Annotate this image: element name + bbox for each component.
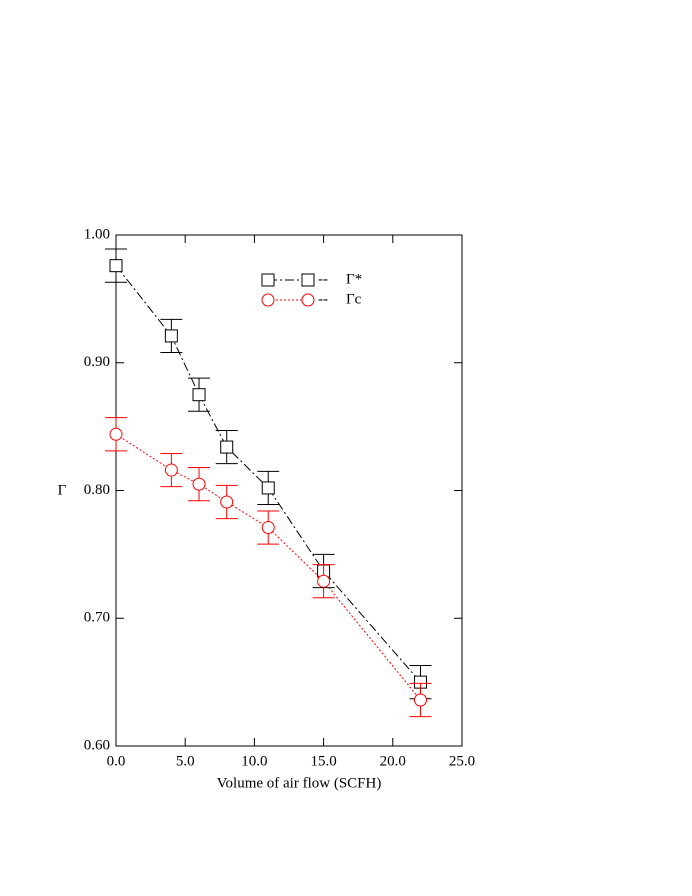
x-tick-label: 20.0 [380, 753, 406, 769]
marker [109, 427, 123, 441]
y-tick-label: 0.80 [84, 482, 110, 498]
marker [220, 495, 234, 509]
x-tick-label: 0.0 [107, 753, 126, 769]
x-tick-label: 15.0 [310, 753, 336, 769]
y-tick-label: 0.90 [84, 354, 110, 370]
plot-frame [115, 234, 463, 747]
y-tick-label: 0.60 [84, 737, 110, 753]
marker [261, 293, 275, 307]
marker [317, 574, 331, 588]
x-tick-label: 25.0 [449, 753, 475, 769]
marker [413, 693, 427, 707]
x-axis-label: Volume of air flow (SCFH) [217, 775, 382, 791]
legend-separator: -- [318, 271, 328, 287]
legend-separator: -- [318, 291, 328, 307]
marker [301, 273, 315, 287]
marker [192, 388, 206, 402]
marker [261, 273, 275, 287]
marker [109, 259, 123, 273]
marker [261, 481, 275, 495]
y-tick-label: 0.70 [84, 610, 110, 626]
x-tick-label: 10.0 [241, 753, 267, 769]
marker [164, 329, 178, 343]
x-tick-label: 5.0 [176, 753, 195, 769]
y-tick-label: 1.00 [84, 226, 110, 242]
marker [164, 463, 178, 477]
legend-label: Γc [346, 291, 362, 307]
marker [220, 440, 234, 454]
legend-label: Γ* [346, 271, 362, 287]
marker [192, 477, 206, 491]
y-axis-label: Γ [58, 482, 67, 498]
marker [301, 293, 315, 307]
marker [261, 521, 275, 535]
